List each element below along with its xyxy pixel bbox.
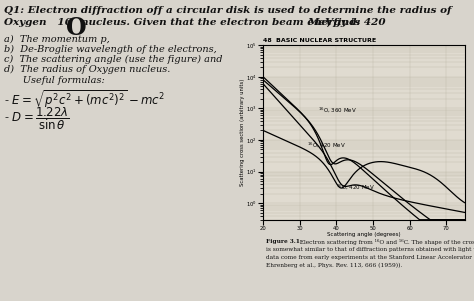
Text: Electron scattering from ¹⁶O and ¹⁶C. The shape of the cross section: Electron scattering from ¹⁶O and ¹⁶C. Th… — [296, 239, 474, 245]
Y-axis label: Scattering cross section (arbitrary units): Scattering cross section (arbitrary unit… — [239, 79, 245, 186]
Text: data come from early experiments at the Stanford Linear Accelerator Center (H. F: data come from early experiments at the … — [266, 255, 474, 260]
Text: MeV: MeV — [307, 18, 333, 27]
Text: $^{16}$O, 360 MeV: $^{16}$O, 360 MeV — [318, 105, 357, 114]
Text: Ehrenberg et al., Phys. Rev. 113, 666 (1959)).: Ehrenberg et al., Phys. Rev. 113, 666 (1… — [266, 263, 402, 268]
X-axis label: Scattering angle (degrees): Scattering angle (degrees) — [327, 232, 401, 237]
Text: - $E = \sqrt{p^2c^2 + (mc^2)^2} - mc^2$: - $E = \sqrt{p^2c^2 + (mc^2)^2} - mc^2$ — [4, 89, 165, 111]
Text: is somewhat similar to that of diffraction patterns obtained with light waves. T: is somewhat similar to that of diffracti… — [266, 247, 474, 252]
Text: O: O — [66, 16, 87, 40]
Text: a)  The momentum p,: a) The momentum p, — [4, 35, 110, 44]
Text: Figure 3.1: Figure 3.1 — [266, 239, 300, 244]
Text: c)  The scattering angle (use the figure) and: c) The scattering angle (use the figure)… — [4, 55, 222, 64]
Text: Q1: Electron diffraction off a circular disk is used to determine the radius of: Q1: Electron diffraction off a circular … — [4, 6, 452, 15]
Text: $^{16}$O, 420 MeV: $^{16}$O, 420 MeV — [307, 141, 346, 149]
Text: nucleus. Given that the electron beam energy is 420: nucleus. Given that the electron beam en… — [81, 18, 389, 27]
Text: $^{16}$O, 420 MeV: $^{16}$O, 420 MeV — [337, 182, 375, 191]
Text: 48  BASIC NUCLEAR STRUCTURE: 48 BASIC NUCLEAR STRUCTURE — [263, 38, 376, 43]
Text: b)  De-Broglie wavelength of the electrons,: b) De-Broglie wavelength of the electron… — [4, 45, 217, 54]
Text: , find:: , find: — [326, 18, 360, 27]
Text: Useful formulas:: Useful formulas: — [4, 76, 105, 85]
Text: - $D = \dfrac{1.22\lambda}{\sin\theta}$: - $D = \dfrac{1.22\lambda}{\sin\theta}$ — [4, 105, 70, 132]
Text: d)  The radius of Oxygen nucleus.: d) The radius of Oxygen nucleus. — [4, 65, 170, 74]
Text: Oxygen   16: Oxygen 16 — [4, 18, 72, 27]
